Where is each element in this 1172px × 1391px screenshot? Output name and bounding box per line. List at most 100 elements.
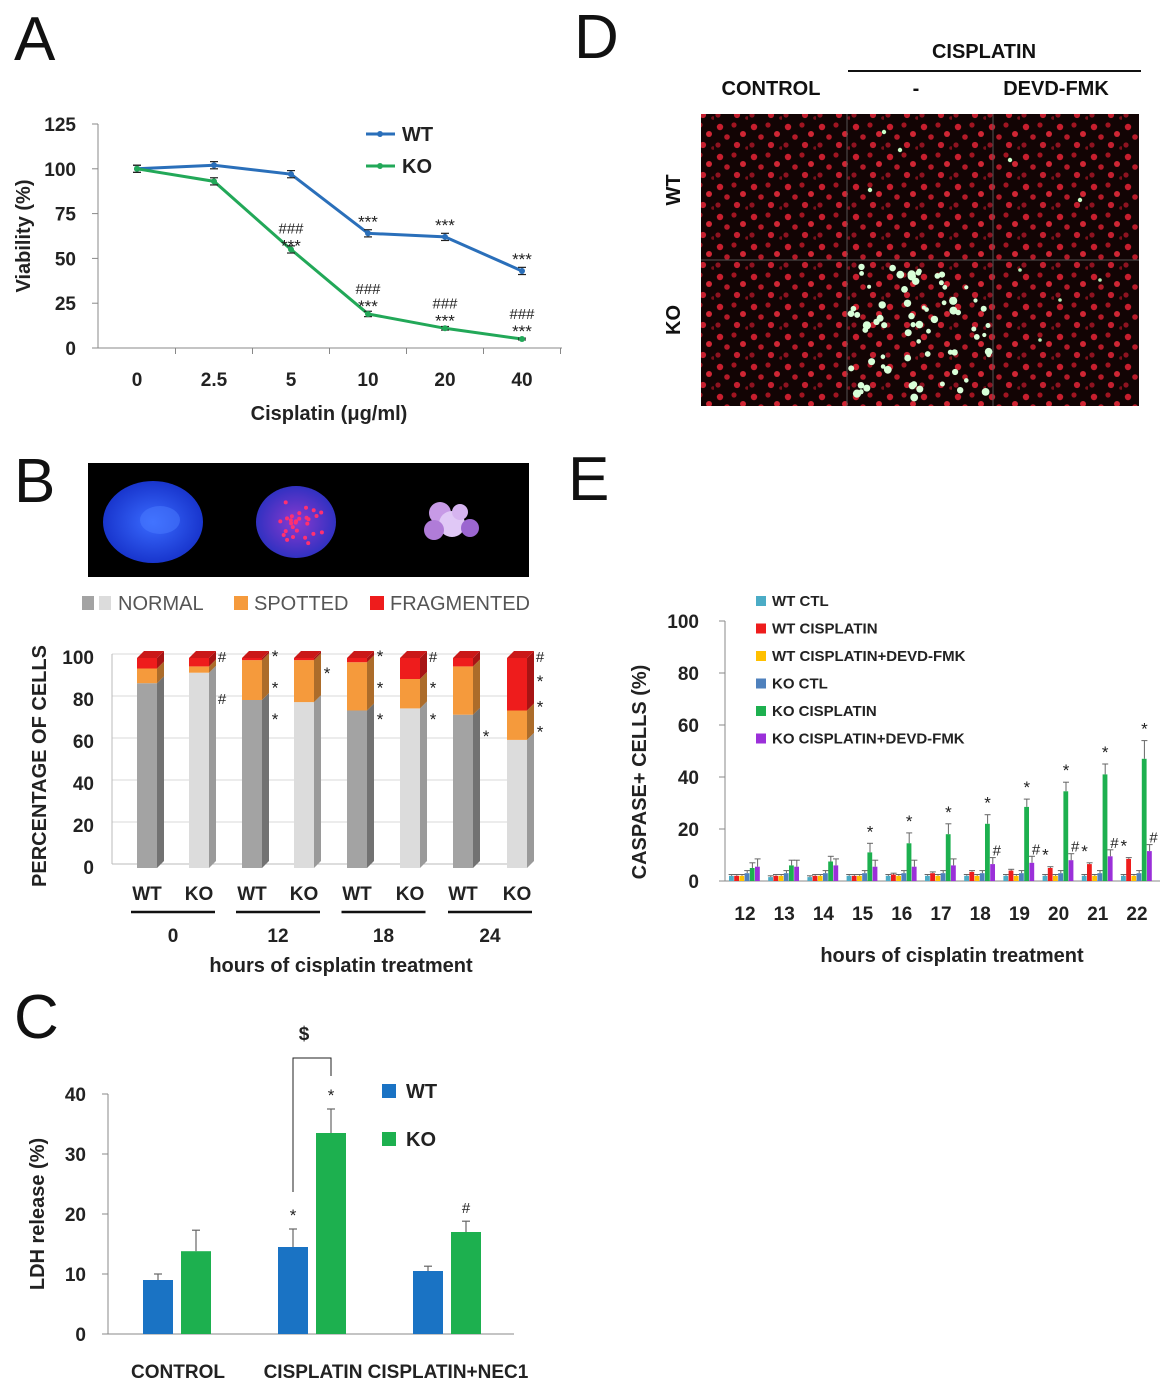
a-point (365, 310, 371, 317)
b-bar-side-spotted (367, 655, 374, 711)
d-green-cell (949, 296, 958, 305)
b-bar-side-fragmented (157, 651, 164, 669)
e-y-tick-label: 40 (678, 768, 699, 789)
b-nucleus-spot (305, 521, 310, 526)
b-bar-segment-spotted (507, 710, 527, 740)
b-nucleus-spot (278, 519, 283, 524)
e-bar (1097, 873, 1103, 881)
e-legend-swatch (756, 733, 766, 744)
e-x-tick-label: 15 (852, 904, 874, 925)
a-significance-stars: *** (281, 236, 301, 255)
e-significance-star: * (1141, 720, 1148, 739)
e-significance-star: * (1120, 837, 1127, 856)
e-legend-swatch (756, 623, 766, 634)
c-legend-ko-label: KO (406, 1129, 436, 1151)
d-green-cell (916, 339, 921, 344)
a-y-tick-label: 25 (55, 294, 77, 315)
b-group-label: 24 (479, 926, 501, 947)
e-bar (1141, 758, 1147, 881)
b-normal-nucleus (140, 506, 180, 534)
d-green-cell (881, 322, 888, 329)
d-cisplatin-header: CISPLATIN (932, 41, 1036, 63)
b-significance-star: * (537, 723, 544, 742)
d-green-cell (926, 328, 931, 334)
e-bar (990, 864, 995, 881)
e-bar (1019, 873, 1024, 881)
b-legend-normal-ko-swatch (99, 596, 111, 610)
a-x-tick-label: 10 (357, 370, 378, 391)
e-legend-label: WT CISPLATIN (772, 621, 878, 638)
e-bar (1131, 875, 1137, 881)
e-bar (1087, 864, 1092, 881)
e-significance-hash: # (1032, 841, 1041, 858)
b-bar-segment-fragmented (400, 658, 420, 679)
e-bar (1029, 862, 1035, 881)
b-nucleus-spot (314, 514, 319, 518)
d-green-cell (857, 382, 865, 389)
e-bar (729, 875, 734, 881)
panel-letter-d: D (574, 3, 619, 72)
a-significance-stars: *** (435, 216, 455, 235)
b-nucleus-spot (297, 511, 302, 516)
b-bar-label: KO (185, 884, 214, 905)
a-point (442, 233, 448, 240)
d-green-cell (982, 332, 987, 338)
e-bar (833, 865, 839, 881)
d-green-cell (973, 334, 980, 340)
b-y-tick-label: 80 (73, 690, 94, 711)
e-x-tick-label: 22 (1126, 904, 1147, 925)
c-y-tick-label: 20 (65, 1205, 86, 1226)
e-x-tick-label: 16 (891, 904, 912, 925)
a-x-tick-label: 20 (434, 370, 455, 391)
d-green-cell (986, 352, 991, 358)
b-y-tick-label: 20 (73, 816, 94, 837)
d-caspase-positive-cells (847, 129, 1102, 402)
d-green-cell (868, 358, 876, 366)
b-bar-segment-spotted (137, 668, 157, 684)
a-point (134, 165, 140, 172)
e-significance-star: * (906, 812, 913, 831)
b-nucleus-spot (319, 510, 324, 515)
d-green-cell (896, 270, 905, 279)
d-green-cell (910, 322, 916, 328)
a-legend-ko-marker (377, 163, 383, 169)
a-y-tick-label: 0 (65, 339, 76, 360)
b-bar-segment-spotted (400, 679, 420, 709)
e-bar (1042, 875, 1048, 881)
e-bar (945, 834, 951, 881)
c-significance-mark: * (290, 1206, 297, 1225)
b-bar-side-normal (420, 701, 427, 868)
b-y-tick-label: 100 (62, 648, 94, 669)
b-bar-side-fragmented (209, 651, 216, 667)
c-x-tick-label: CONTROL (131, 1362, 225, 1383)
b-bar-segment-fragmented (242, 658, 262, 661)
e-bar (940, 873, 946, 881)
d-green-cell (980, 305, 987, 312)
b-bar-segment-fragmented (137, 658, 157, 669)
e-bar (857, 875, 862, 881)
e-y-tick-label: 100 (667, 612, 699, 633)
e-legend-swatch (756, 651, 766, 661)
e-bar (817, 875, 823, 881)
e-bar (1102, 774, 1108, 881)
b-bar-top (242, 651, 269, 658)
d-green-cell (941, 300, 947, 306)
c-bar-ko (316, 1133, 346, 1334)
e-significance-hash: # (1071, 839, 1080, 856)
a-series-line-wt (136, 163, 523, 273)
e-bar (1003, 875, 1009, 881)
d-col-control: CONTROL (722, 78, 821, 100)
d-green-cell (952, 368, 959, 376)
d-green-cell (957, 387, 964, 394)
nuclear-morphology-stacked-bar-chart: 0 20 40 60 80 100 # # * * * * * * * # * * * # * * * WT KO WT KO W… (29, 645, 545, 977)
d-green-cell (930, 315, 939, 324)
e-bar (969, 871, 975, 881)
d-green-cell (942, 284, 948, 290)
d-col-devd-fmk: DEVD-FMK (1003, 78, 1109, 100)
b-significance-hash: # (218, 691, 227, 708)
b-bar-label: WT (237, 884, 267, 905)
b-bar-segment-normal (507, 739, 527, 868)
panel-letter-c: C (14, 983, 59, 1052)
b-legend-normal-label: NORMAL (118, 593, 204, 615)
e-bar (951, 865, 956, 881)
